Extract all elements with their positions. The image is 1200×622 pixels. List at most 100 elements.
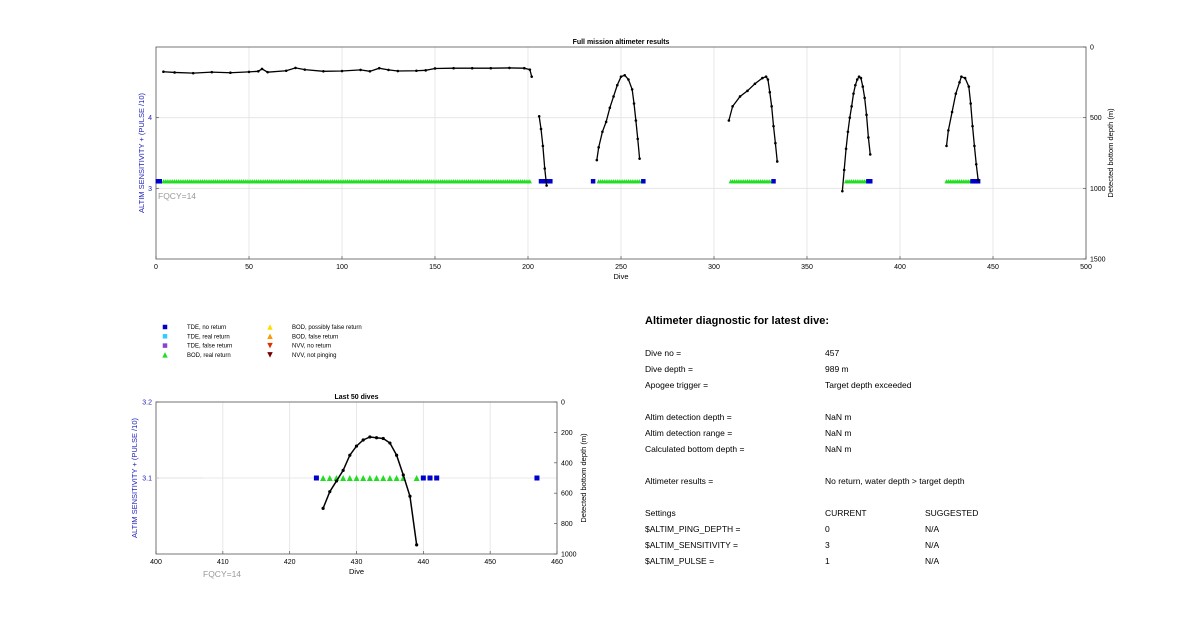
x-tick-label: 410	[217, 559, 229, 566]
diag-row-apogee-trigger: Apogee trigger = Target depth exceeded	[645, 380, 1185, 392]
bottom-depth-point	[396, 69, 400, 73]
y2-tick-label: 800	[561, 521, 573, 528]
bottom-depth-point	[247, 70, 251, 74]
setting-current: 1	[825, 556, 830, 566]
bottom-depth-point	[960, 75, 963, 78]
settings-header-suggested: SUGGESTED	[925, 508, 979, 518]
legend-marker	[162, 343, 168, 348]
tde-no-return-marker	[548, 179, 553, 184]
bod-real-return-marker	[373, 475, 380, 481]
bottom-depth-point	[354, 444, 359, 448]
bottom-depth-point	[761, 76, 764, 80]
tde-no-return-marker	[434, 475, 440, 481]
bod-real-return-marker	[360, 475, 367, 481]
bottom-depth-point	[528, 68, 532, 71]
bottom-depth-point	[638, 157, 641, 160]
tde-no-return-marker	[867, 179, 873, 184]
legend-marker	[267, 352, 273, 358]
fqcy-annotation: FQCY=14	[203, 569, 241, 579]
bottom-depth-point	[855, 78, 859, 81]
bottom-depth-point	[841, 189, 844, 193]
bod-real-return-marker	[320, 475, 327, 481]
bottom-depth-point	[415, 543, 419, 547]
x-tick-label: 450	[484, 559, 496, 566]
bottom-depth-point	[321, 506, 325, 510]
bottom-depth-point	[746, 89, 749, 93]
bottom-depth-point	[863, 96, 866, 100]
diag-value: NaN m	[825, 444, 852, 454]
bottom-depth-point	[388, 441, 392, 445]
y2-tick-label: 600	[561, 491, 573, 498]
bottom-depth-point	[408, 494, 412, 498]
setting-row-pulse: $ALTIM_PULSE = 1 N/A	[645, 556, 1185, 568]
bottom-depth-point	[537, 114, 541, 118]
legend-label: BOD, real return	[187, 353, 231, 359]
diag-label: Altim detection range =	[645, 428, 733, 438]
diag-row-detection-range: Altim detection range = NaN m	[645, 428, 1185, 440]
x-tick-label: 300	[708, 264, 720, 271]
bottom-depth-line	[322, 436, 418, 545]
setting-label: $ALTIM_PING_DEPTH =	[645, 524, 741, 534]
y2-tick-label: 1500	[1090, 257, 1106, 264]
bod-real-return-marker	[346, 475, 353, 481]
tde-no-return-marker	[590, 179, 596, 184]
legend-label: NVV, no return	[292, 344, 331, 350]
x-axis-label: Dive	[349, 567, 364, 576]
bottom-depth-point	[522, 66, 526, 70]
bottom-depth-point	[634, 119, 638, 122]
legend-label: TDE, no return	[187, 325, 226, 331]
bottom-depth-point	[764, 75, 768, 78]
bottom-depth-point	[322, 70, 325, 73]
setting-suggested: N/A	[925, 524, 940, 534]
y2-tick-label: 500	[1090, 115, 1102, 122]
setting-current: 0	[825, 524, 830, 534]
bottom-depth-point	[865, 113, 868, 117]
bottom-depth-point	[543, 167, 547, 170]
bottom-depth-point	[545, 184, 548, 187]
y2-axis-label: Detected bottom depth (m)	[1106, 108, 1115, 198]
bottom-depth-point	[857, 75, 861, 78]
bottom-depth-point	[368, 435, 372, 439]
bottom-depth-point	[868, 153, 872, 156]
diag-row-dive-no: Dive no = 457	[645, 348, 1185, 360]
x-tick-label: 460	[551, 559, 563, 566]
bod-real-return-marker	[413, 475, 420, 481]
bottom-depth-point	[489, 66, 493, 70]
diag-label: Altimeter results =	[645, 476, 714, 486]
legend-marker	[267, 324, 273, 330]
x-tick-label: 0	[154, 264, 158, 271]
y-tick-label: 3.2	[142, 400, 152, 407]
legend-label: NVV, not pinging	[292, 353, 336, 359]
diag-label: Apogee trigger =	[645, 380, 709, 390]
bottom-depth-point	[530, 75, 534, 78]
x-tick-label: 350	[801, 264, 813, 271]
bottom-depth-point	[340, 69, 344, 73]
diag-row-altimeter-results: Altimeter results = No return, water dep…	[645, 476, 1185, 488]
legend-label: BOD, false return	[292, 334, 338, 340]
setting-suggested: N/A	[925, 556, 940, 566]
bottom-depth-point	[848, 116, 852, 119]
x-tick-label: 400	[150, 559, 162, 566]
bottom-depth-point	[595, 158, 599, 162]
bottom-depth-point	[727, 119, 731, 122]
bottom-depth-point	[341, 468, 345, 472]
bod-real-return-marker	[767, 179, 772, 184]
bottom-depth-point	[867, 136, 870, 139]
bottom-depth-point	[954, 92, 958, 95]
bottom-depth-point	[361, 438, 365, 442]
bottom-depth-point	[774, 141, 777, 145]
bottom-depth-point	[976, 178, 980, 182]
bottom-depth-line	[728, 75, 778, 162]
bottom-depth-point	[772, 124, 775, 128]
bottom-depth-point	[969, 102, 972, 105]
bottom-depth-point	[173, 71, 176, 74]
bottom-depth-point	[770, 105, 773, 108]
diag-value: 989 m	[825, 364, 849, 374]
y-axis-label: ALTIM SENSITIVITY + (PULSE /10)	[137, 93, 146, 213]
bottom-depth-point	[861, 85, 865, 88]
bottom-depth-point	[191, 71, 195, 75]
setting-row-sensitivity: $ALTIM_SENSITIVITY = 3 N/A	[645, 540, 1185, 552]
tde-no-return-marker	[420, 475, 426, 481]
bottom-depth-point	[627, 78, 630, 81]
tde-no-return-marker	[641, 179, 646, 184]
